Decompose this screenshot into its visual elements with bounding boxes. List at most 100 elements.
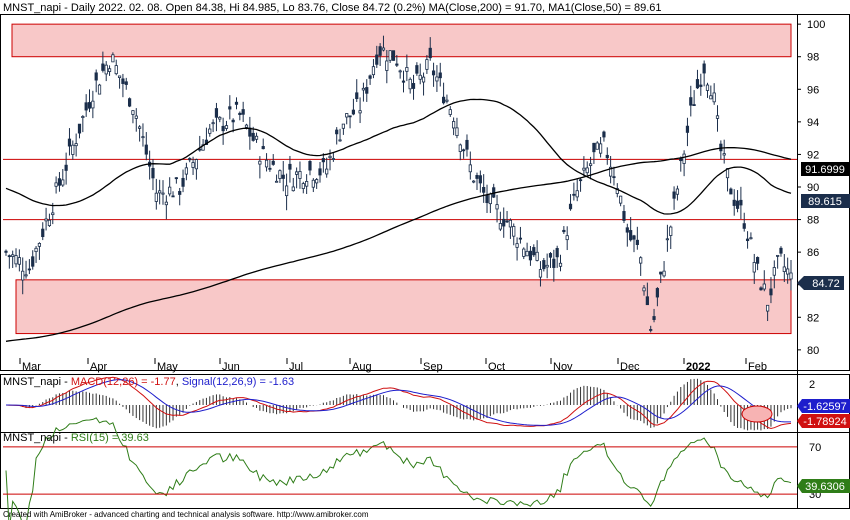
- price-bar-body: [515, 243, 519, 248]
- price-bar-body: [134, 115, 138, 119]
- price-bar-body: [495, 204, 499, 210]
- price-bar-body: [552, 258, 556, 268]
- price-bar-body: [24, 274, 28, 277]
- price-bar-body: [692, 104, 696, 106]
- price-bar-body: [395, 63, 399, 66]
- price-bar-body: [331, 158, 335, 160]
- price-bar-body: [328, 155, 332, 159]
- date-tick-label: Apr: [90, 361, 107, 373]
- rsi-value-label: 39.6306: [805, 481, 845, 493]
- price-bar-body: [44, 218, 48, 222]
- price-bar-body: [505, 220, 509, 223]
- price-zone-rect: [11, 23, 792, 58]
- rsi-levels: [3, 446, 797, 495]
- price-bar-body: [228, 106, 232, 110]
- price-bar-body: [679, 158, 683, 162]
- price-bar-body: [101, 63, 105, 71]
- price-bar-body: [14, 255, 18, 265]
- signal-line: [6, 379, 791, 426]
- price-bar-body: [645, 296, 649, 306]
- price-bar-body: [188, 158, 192, 161]
- price-bar-body: [268, 167, 272, 170]
- price-bar-body: [37, 242, 42, 247]
- price-bar-body: [512, 226, 516, 237]
- price-bar-body: [368, 75, 372, 79]
- price-bar-body: [518, 237, 523, 240]
- price-tick-label: 100: [807, 19, 825, 31]
- price-tick-label: 80: [807, 345, 819, 357]
- price-zone-rect: [15, 279, 792, 335]
- price-bar-body: [158, 190, 162, 194]
- price-bar-body: [635, 239, 639, 245]
- price-bar-body: [742, 223, 746, 229]
- price-bar-body: [345, 113, 349, 118]
- price-bar-body: [762, 283, 766, 290]
- price-bar-body: [341, 123, 345, 129]
- price-bar-body: [325, 168, 329, 175]
- macd-value-label: -1.78924: [803, 416, 846, 428]
- price-bar-body: [378, 46, 382, 56]
- price-bar-body: [351, 109, 356, 115]
- price-bar-body: [221, 125, 225, 132]
- price-bar-body: [729, 188, 733, 195]
- price-bar-body: [57, 178, 62, 186]
- price-bar-body: [779, 247, 783, 254]
- price-bar-body: [127, 98, 132, 107]
- price-bar-body: [271, 160, 275, 165]
- price-bar-body: [141, 136, 145, 139]
- price-tick-label: 92: [807, 149, 819, 161]
- price-bar-body: [121, 78, 125, 84]
- price-bar-body: [565, 235, 569, 241]
- macd-line: [5, 376, 792, 430]
- price-bar-body: [488, 193, 492, 205]
- price-bar-body: [431, 70, 436, 76]
- price-bar-body: [74, 143, 78, 147]
- price-bar-body: [301, 183, 305, 189]
- price-bar-body: [415, 65, 419, 74]
- price-bar-body: [475, 175, 479, 179]
- price-bar-body: [465, 139, 469, 150]
- price-bar-body: [695, 79, 700, 89]
- price-bar-body: [575, 190, 579, 198]
- price-bar-body: [525, 250, 529, 257]
- date-tick-label: Oct: [488, 361, 505, 373]
- price-bar-body: [709, 95, 713, 100]
- price-bar-body: [582, 167, 586, 171]
- price-bar-body: [685, 125, 690, 133]
- price-tick-label: 96: [807, 84, 819, 96]
- price-bar-body: [151, 167, 155, 179]
- price-tick-label: 90: [807, 182, 819, 194]
- price-bar-body: [752, 262, 756, 273]
- signal-value-tag: -1.62597: [797, 399, 850, 413]
- macd-highlight-ellipse: [741, 405, 773, 423]
- price-bar-body: [789, 272, 793, 280]
- date-tick-label: Jun: [222, 361, 240, 373]
- price-bar-body: [81, 116, 85, 118]
- price-bar-body: [311, 179, 315, 188]
- price-bar-body: [448, 109, 452, 115]
- price-bar-body: [759, 287, 763, 291]
- price-bar-body: [288, 163, 292, 170]
- ma200-value-tag: 91.6999: [801, 162, 850, 176]
- price-bar-body: [201, 144, 205, 151]
- rsi-tick-label: 70: [809, 442, 821, 454]
- price-bar-body: [602, 131, 606, 138]
- price-bar-body: [168, 186, 172, 195]
- price-bar-body: [194, 159, 199, 170]
- price-bar-body: [94, 72, 98, 81]
- price-bar-body: [712, 92, 716, 103]
- price-bar-body: [705, 84, 710, 91]
- price-bar-body: [609, 166, 613, 177]
- price-bar-body: [452, 121, 456, 129]
- date-tick-label: 2022: [686, 361, 710, 373]
- price-bar-body: [274, 180, 279, 183]
- price-bar-body: [441, 96, 446, 104]
- price-bar-body: [722, 153, 726, 156]
- price-bar-body: [321, 158, 325, 163]
- price-bar-body: [632, 235, 636, 240]
- price-tick-label: 86: [807, 247, 819, 259]
- price-bar-body: [655, 288, 659, 298]
- price-bar-body: [652, 316, 656, 320]
- price-bar-body: [131, 110, 135, 115]
